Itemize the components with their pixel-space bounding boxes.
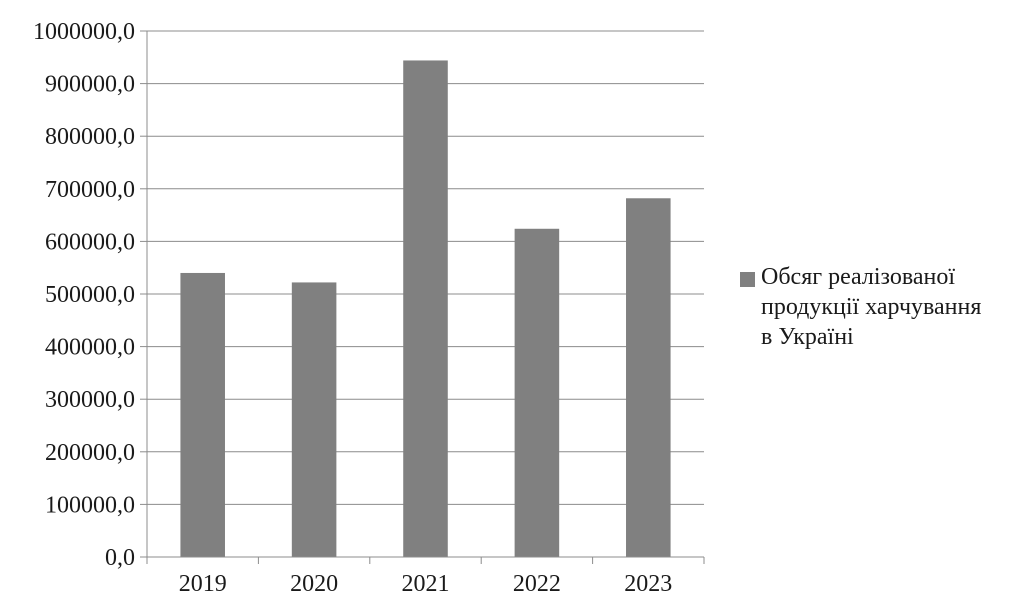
legend: Обсяг реалізованої продукції харчування … [740,262,1010,352]
y-tick-label: 200000,0 [45,440,135,466]
y-tick-label: 0,0 [105,545,135,571]
legend-swatch [740,272,755,287]
x-tick-label: 2021 [402,571,450,597]
x-tick-label: 2019 [179,571,227,597]
y-tick-label: 800000,0 [45,124,135,150]
bar [180,272,225,557]
y-tick-label: 300000,0 [45,387,135,413]
y-tick-label: 400000,0 [45,335,135,361]
y-tick-labels: 0,0 100000,0 200000,0 300000,0 400000,0 50000… [33,19,135,571]
bar [291,282,337,557]
legend-label: Обсяг реалізованої продукції харчування … [761,264,982,350]
x-tick-label: 2023 [624,571,672,597]
y-tick-label: 700000,0 [45,177,135,203]
y-tick-label: 100000,0 [45,492,135,518]
y-tick-label: 600000,0 [45,229,135,255]
bar [626,198,671,557]
x-tick-label: 2020 [290,571,338,597]
y-tick-label: 1000000,0 [33,19,135,45]
y-tick-label: 900000,0 [45,72,135,98]
y-tick-label: 500000,0 [45,282,135,308]
x-tick-labels: 2019 2020 2021 2022 2023 [179,571,673,597]
bar [403,60,448,558]
axes [140,30,705,564]
bar [514,228,560,557]
x-tick-label: 2022 [513,571,561,597]
bars [180,60,671,558]
